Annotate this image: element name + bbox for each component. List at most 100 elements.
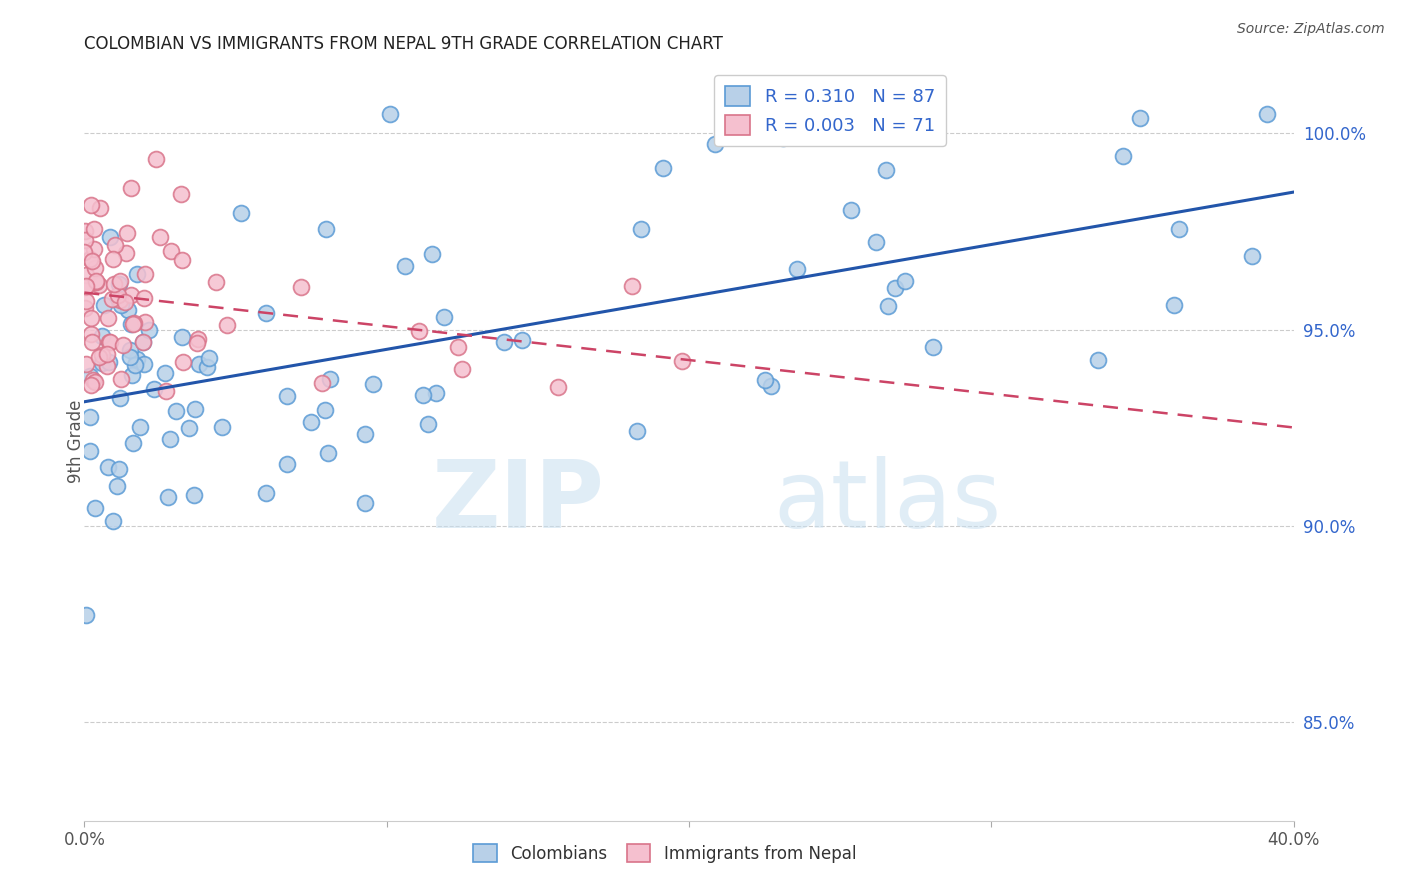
Text: atlas: atlas: [773, 456, 1002, 549]
Point: [82, 373, 104, 387]
Point: [134, 291, 156, 305]
Point: [311, 376, 333, 390]
Point: [89, 201, 111, 215]
Point: [921, 340, 943, 354]
Point: [79, 369, 101, 384]
Point: [110, 372, 132, 386]
Point: [103, 277, 125, 291]
Point: [187, 357, 209, 371]
Point: [105, 479, 128, 493]
Point: [883, 281, 905, 295]
Point: [1256, 106, 1278, 120]
Point: [98, 335, 121, 350]
Point: [894, 274, 917, 288]
Point: [841, 203, 863, 218]
Point: [84, 274, 107, 288]
Point: [319, 372, 342, 386]
Point: [118, 343, 141, 358]
Point: [108, 274, 131, 288]
Point: [197, 351, 219, 366]
Point: [79, 410, 101, 425]
Point: [101, 292, 124, 306]
Point: [671, 354, 693, 368]
Point: [83, 242, 105, 256]
Point: [101, 514, 124, 528]
Point: [361, 377, 384, 392]
Point: [83, 260, 105, 275]
Point: [122, 318, 145, 332]
Point: [492, 334, 515, 349]
Point: [90, 348, 112, 362]
Point: [110, 293, 132, 307]
Point: [107, 288, 129, 302]
Point: [875, 162, 897, 177]
Point: [145, 152, 167, 166]
Text: COLOMBIAN VS IMMIGRANTS FROM NEPAL 9TH GRADE CORRELATION CHART: COLOMBIAN VS IMMIGRANTS FROM NEPAL 9TH G…: [84, 35, 723, 53]
Point: [83, 222, 105, 236]
Point: [90, 356, 112, 370]
Point: [630, 221, 652, 235]
Point: [186, 336, 208, 351]
Point: [772, 131, 794, 145]
Point: [80, 198, 103, 212]
Point: [412, 388, 434, 402]
Point: [170, 186, 193, 201]
Point: [84, 375, 107, 389]
Point: [97, 460, 120, 475]
Point: [79, 252, 101, 266]
Point: [98, 230, 121, 244]
Text: Source: ZipAtlas.com: Source: ZipAtlas.com: [1237, 22, 1385, 37]
Point: [80, 311, 103, 326]
Point: [876, 299, 898, 313]
Point: [142, 382, 165, 396]
Point: [124, 359, 146, 373]
Point: [450, 362, 472, 376]
Point: [80, 335, 103, 350]
Point: [75, 357, 97, 371]
Point: [149, 229, 172, 244]
Point: [354, 427, 377, 442]
Point: [316, 445, 339, 459]
Point: [125, 267, 148, 281]
Point: [315, 222, 337, 236]
Point: [254, 485, 277, 500]
Point: [80, 327, 103, 342]
Point: [211, 420, 233, 434]
Point: [621, 278, 644, 293]
Point: [447, 340, 470, 354]
Point: [205, 275, 228, 289]
Point: [160, 244, 183, 258]
Point: [156, 490, 179, 504]
Point: [1129, 111, 1152, 125]
Point: [276, 458, 298, 472]
Point: [314, 403, 336, 417]
Point: [117, 302, 139, 317]
Point: [114, 295, 136, 310]
Point: [79, 444, 101, 458]
Point: [1163, 298, 1185, 312]
Point: [98, 334, 121, 349]
Point: [121, 368, 143, 382]
Point: [651, 161, 673, 176]
Point: [75, 279, 97, 293]
Point: [626, 424, 648, 438]
Point: [96, 359, 118, 373]
Point: [172, 355, 194, 369]
Point: [394, 259, 416, 273]
Point: [547, 380, 569, 394]
Point: [215, 318, 238, 332]
Point: [97, 311, 120, 326]
Point: [84, 275, 107, 289]
Point: [170, 253, 193, 268]
Text: ZIP: ZIP: [432, 456, 605, 549]
Point: [75, 268, 97, 283]
Point: [120, 318, 142, 332]
Point: [132, 334, 155, 349]
Point: [408, 324, 430, 338]
Point: [91, 328, 114, 343]
Point: [1087, 352, 1109, 367]
Point: [187, 332, 209, 346]
Point: [170, 330, 193, 344]
Point: [704, 137, 727, 152]
Point: [353, 496, 375, 510]
